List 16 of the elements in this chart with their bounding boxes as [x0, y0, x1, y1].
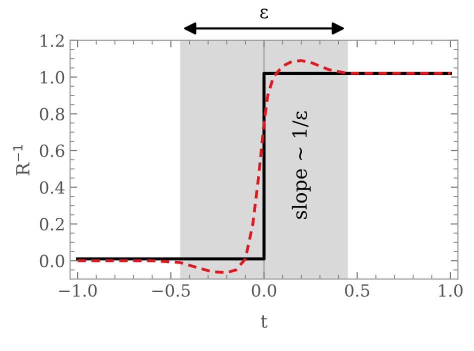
x-tick-label: 0.0	[252, 284, 276, 297]
annotation: slope ∼ 1/ε	[292, 111, 311, 219]
x-tick-label: 0.5	[345, 284, 370, 297]
y-tick-label: 0.4	[40, 181, 64, 194]
y-tick-label: 0.8	[40, 108, 64, 120]
y-tick-label: 0.0	[40, 254, 64, 268]
y-tick-label: 0.6	[40, 144, 64, 158]
x-tick-label: −0.5	[152, 284, 190, 297]
y-tick-label: 1.0	[40, 71, 64, 84]
y-axis-title: R$^{−1}$	[13, 144, 30, 176]
y-tick-label: 1.2	[40, 34, 64, 47]
x-tick-label: 1.0	[439, 284, 463, 297]
text: ε	[260, 8, 268, 18]
y-tick-label: 0.2	[40, 218, 64, 231]
x-axis-title: t	[260, 315, 268, 328]
x-tick-label: −1.0	[59, 284, 97, 297]
